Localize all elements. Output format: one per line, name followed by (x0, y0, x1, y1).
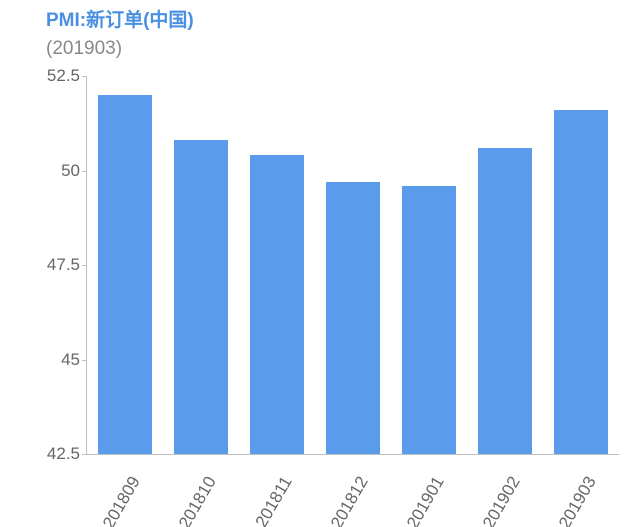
y-axis-tick-mark (82, 454, 86, 455)
chart-bar (554, 110, 607, 454)
chart-bar (98, 95, 151, 454)
x-axis-tick-label: 201812 (320, 473, 372, 527)
y-axis-tick-mark (82, 360, 86, 361)
y-axis-tick-label: 50 (10, 161, 80, 181)
y-axis-tick-label: 45 (10, 350, 80, 370)
y-axis-tick-label: 47.5 (10, 255, 80, 275)
chart-container: PMI:新订单(中国) (201903) 42.5 45 47.5 50 52.5 201… (0, 0, 640, 527)
chart-bar (250, 155, 303, 454)
chart-title: PMI:新订单(中国) (46, 8, 194, 34)
x-axis-tick-label: 201902 (472, 473, 524, 527)
chart-bar (326, 182, 379, 454)
x-axis-tick-label: 201903 (548, 473, 600, 527)
y-axis-tick-label: 42.5 (10, 444, 80, 464)
x-axis-tick-label: 201901 (396, 473, 448, 527)
x-axis-tick-label: 201809 (92, 473, 144, 527)
y-axis-tick-mark (82, 76, 86, 77)
y-axis-tick-mark (82, 265, 86, 266)
chart-subtitle: (201903) (46, 36, 194, 62)
chart-bar (174, 140, 227, 454)
chart-bar (478, 148, 531, 454)
x-axis-tick-label: 201811 (244, 473, 296, 527)
plot-area (86, 76, 619, 455)
title-block: PMI:新订单(中国) (201903) (46, 8, 194, 62)
y-axis-tick-label: 52.5 (10, 66, 80, 86)
y-axis-tick-mark (82, 171, 86, 172)
x-axis-tick-label: 201810 (168, 473, 220, 527)
chart-bar (402, 186, 455, 454)
